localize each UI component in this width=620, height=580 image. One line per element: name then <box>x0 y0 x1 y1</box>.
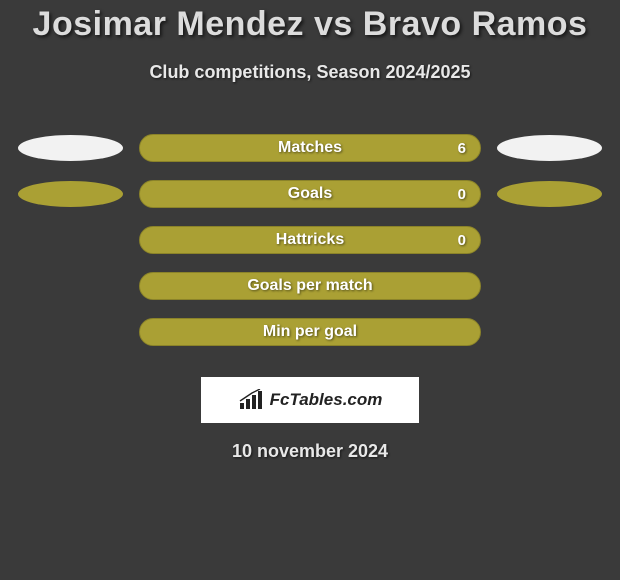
stat-row-goals-per-match: Goals per match <box>0 263 620 309</box>
right-oval <box>497 181 602 207</box>
stat-value: 0 <box>458 186 466 203</box>
stat-value: 6 <box>458 140 466 157</box>
stat-row-min-per-goal: Min per goal <box>0 309 620 355</box>
right-oval-blank <box>497 319 602 345</box>
right-oval-blank <box>497 227 602 253</box>
right-oval <box>497 135 602 161</box>
comparison-card: Josimar Mendez vs Bravo Ramos Club compe… <box>0 0 620 462</box>
stat-bar: Goals 0 <box>139 180 481 208</box>
stat-row-goals: Goals 0 <box>0 171 620 217</box>
stat-row-hattricks: Hattricks 0 <box>0 217 620 263</box>
left-oval <box>18 181 123 207</box>
stat-bar: Hattricks 0 <box>139 226 481 254</box>
date-text: 10 november 2024 <box>0 441 620 462</box>
stat-label: Hattricks <box>276 231 344 249</box>
stat-rows: Matches 6 Goals 0 Hattricks 0 Goals <box>0 125 620 355</box>
season-subtitle: Club competitions, Season 2024/2025 <box>0 62 620 83</box>
stat-bar: Min per goal <box>139 318 481 346</box>
stat-label: Matches <box>278 139 342 157</box>
stat-label: Goals per match <box>247 277 372 295</box>
left-oval-blank <box>18 227 123 253</box>
left-oval-blank <box>18 319 123 345</box>
stat-row-matches: Matches 6 <box>0 125 620 171</box>
stat-label: Goals <box>288 185 332 203</box>
left-oval <box>18 135 123 161</box>
watermark: FcTables.com <box>201 377 419 423</box>
watermark-text: FcTables.com <box>270 390 383 410</box>
right-oval-blank <box>497 273 602 299</box>
stat-bar: Matches 6 <box>139 134 481 162</box>
stat-label: Min per goal <box>263 323 357 341</box>
stat-value: 0 <box>458 232 466 249</box>
left-oval-blank <box>18 273 123 299</box>
stat-bar: Goals per match <box>139 272 481 300</box>
chart-icon <box>238 389 264 411</box>
page-title: Josimar Mendez vs Bravo Ramos <box>0 5 620 44</box>
